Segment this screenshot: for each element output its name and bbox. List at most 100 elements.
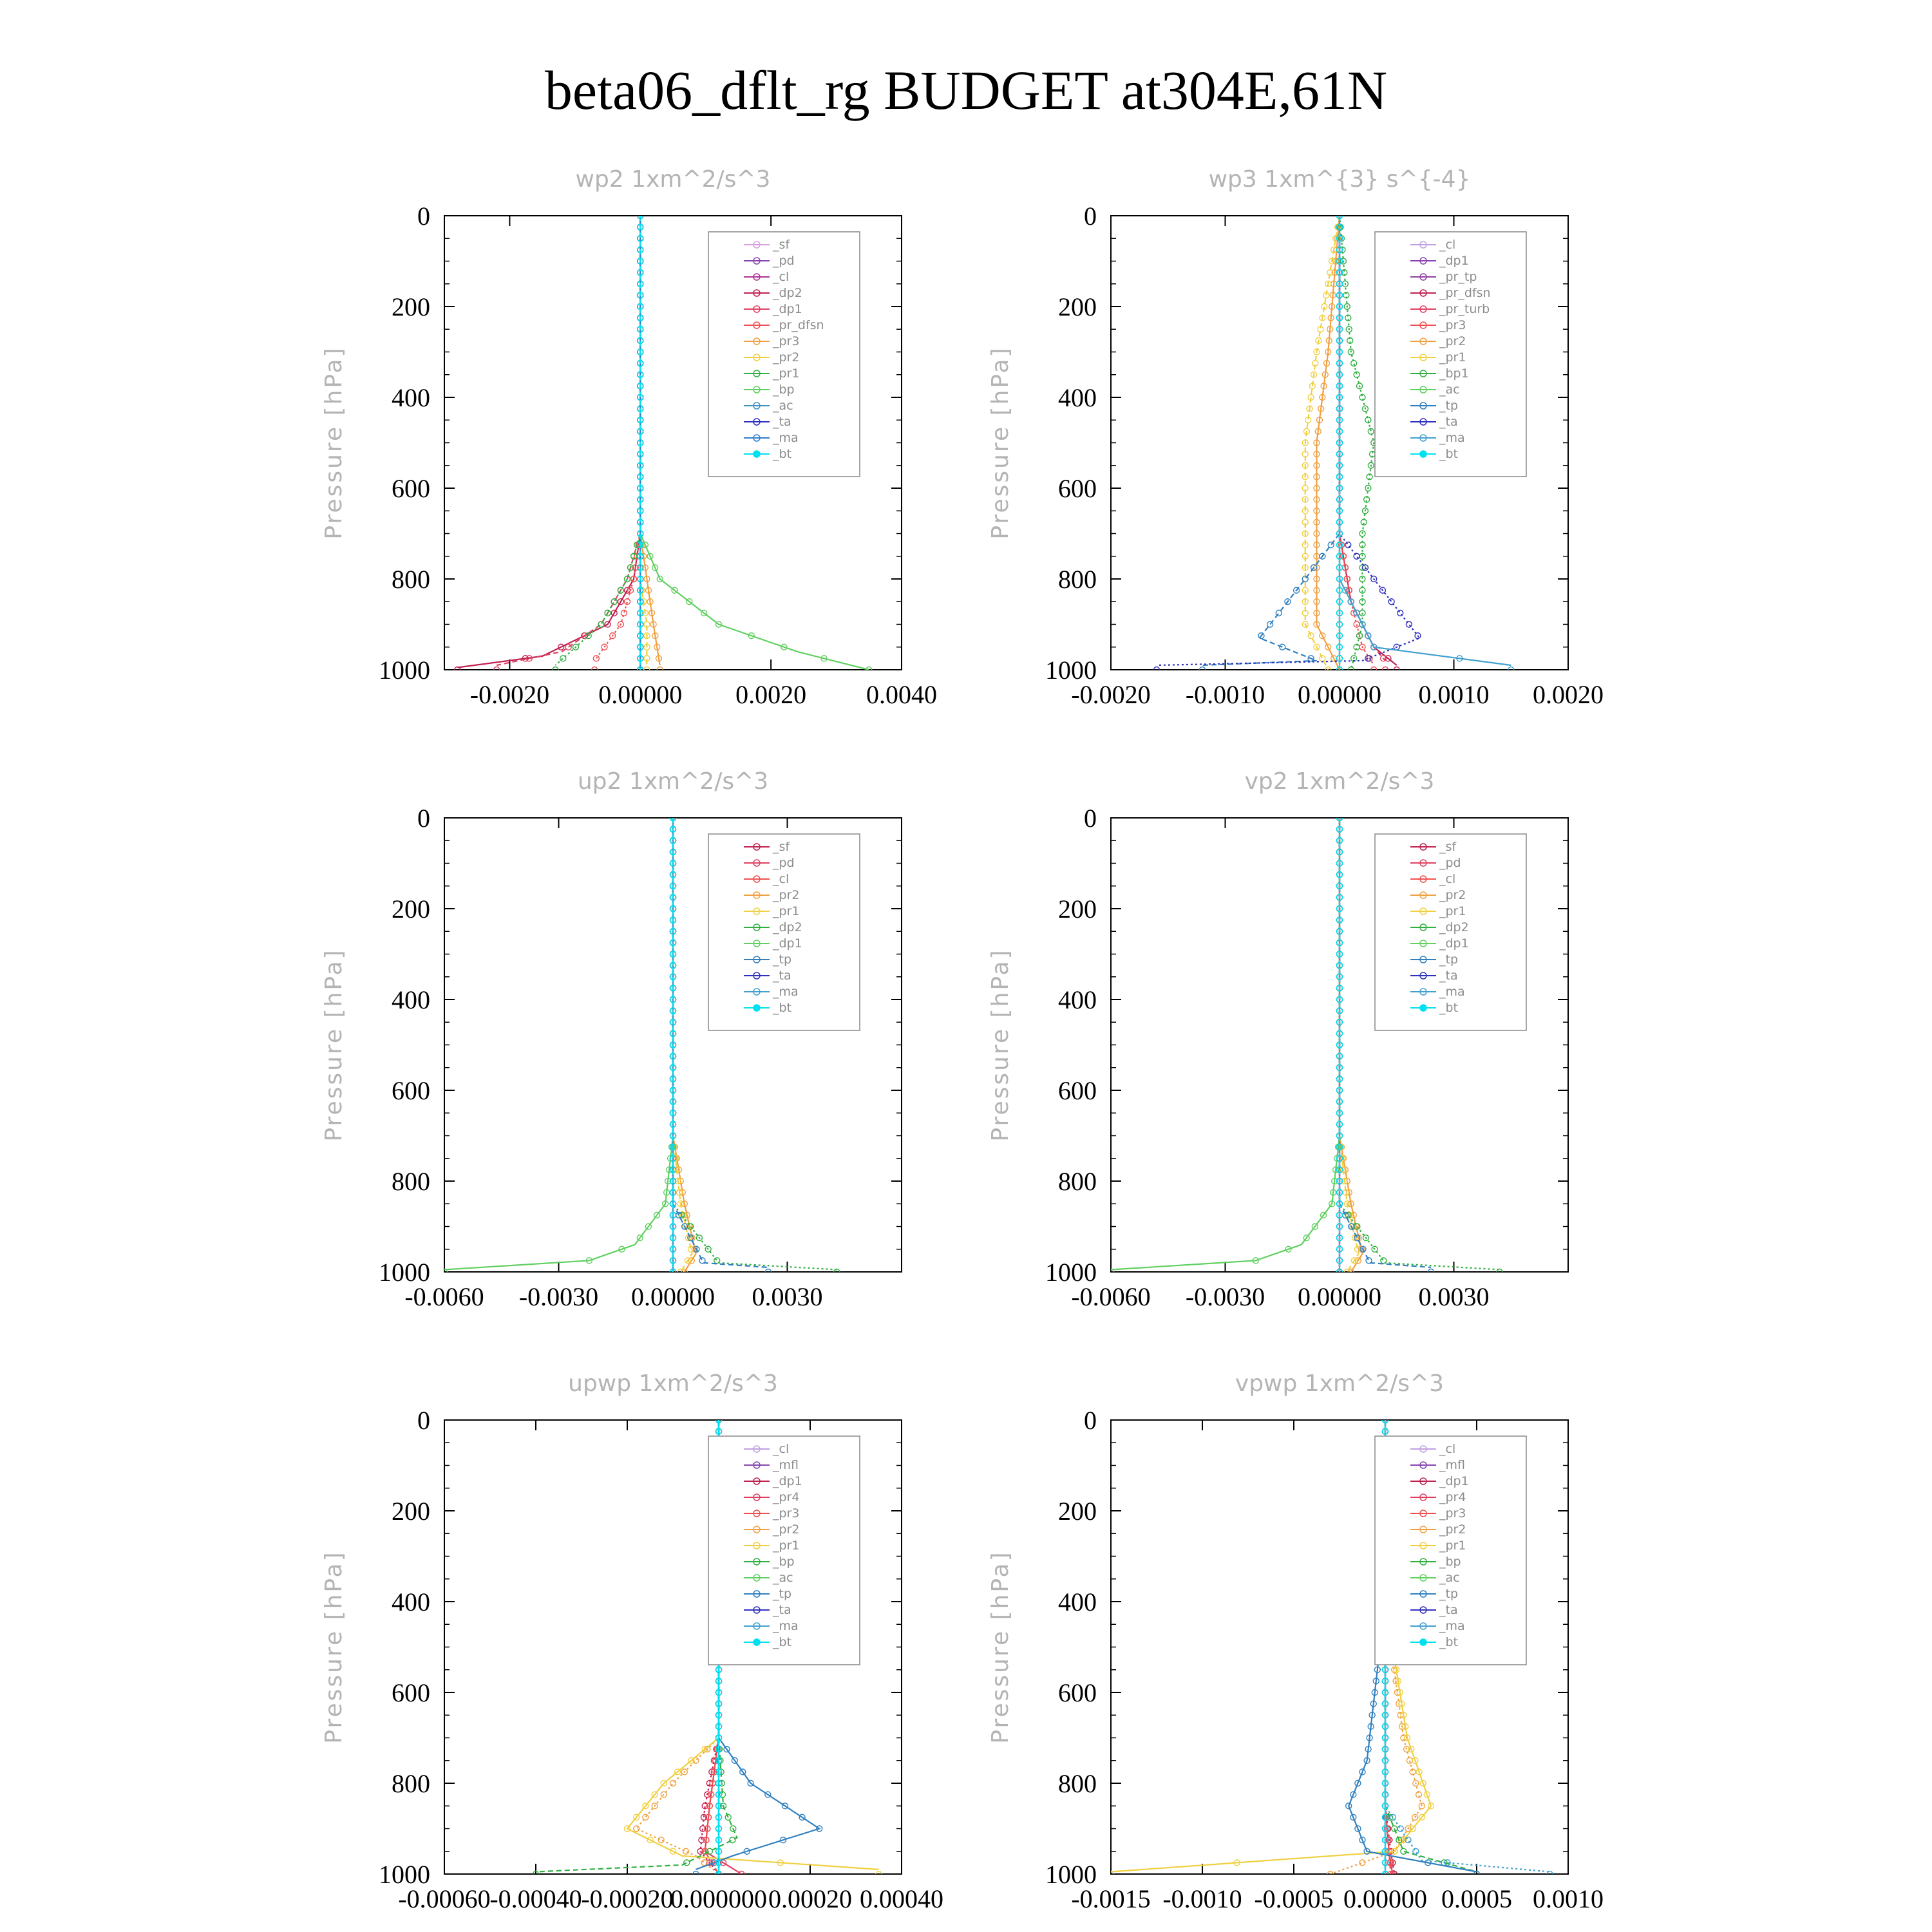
- series-point-_bt: [669, 1166, 677, 1173]
- legend-label: _pr2: [1439, 334, 1466, 348]
- series-point-_pr1: [674, 1177, 682, 1185]
- panel-title: upwp 1xm^2/s^3: [568, 1370, 778, 1397]
- series-point-_bt: [1336, 235, 1343, 242]
- legend-label: _ac: [772, 1571, 793, 1585]
- y-tick-label: 800: [392, 1769, 430, 1798]
- legend-marker: [753, 1004, 761, 1012]
- series-point-_bt: [1336, 1098, 1343, 1105]
- series-point-_dp1: [645, 1223, 652, 1230]
- series-point-_bt: [669, 916, 677, 923]
- y-tick-label: 1000: [1045, 1860, 1097, 1889]
- series-point-_pr2: [1412, 1779, 1419, 1787]
- series-point-_bt: [1336, 1200, 1343, 1208]
- legend-label: _sf: [772, 238, 790, 252]
- y-tick-label: 800: [392, 1167, 430, 1196]
- series-point-_pr1: [1400, 1836, 1407, 1844]
- series-point-_pr1: [1302, 462, 1309, 469]
- series-point-_tp: [1354, 1234, 1361, 1242]
- series-point-_bt: [1336, 1257, 1343, 1264]
- legend-marker: [1419, 370, 1427, 377]
- series-point-_bp1: [1365, 417, 1372, 424]
- series-point-_bt: [637, 598, 644, 605]
- series-point-_bt: [1381, 1700, 1389, 1707]
- series-point-_bt: [1381, 1768, 1389, 1776]
- legend-label: _cl: [1439, 238, 1455, 252]
- series-point-_bt: [715, 1734, 723, 1741]
- series-point-_bp1: [1345, 314, 1352, 321]
- y-tick-label: 800: [1058, 565, 1097, 594]
- series-point-_pr2: [1359, 1859, 1366, 1866]
- legend-label: _pr_tp: [1439, 270, 1477, 284]
- series-point-_pr1: [1304, 417, 1312, 424]
- series-point-_dp1: [665, 1166, 673, 1173]
- series-point-_pr2: [1350, 1211, 1357, 1219]
- series-point-_pr3: [645, 587, 652, 594]
- series-point-_bt: [637, 246, 644, 254]
- series-point-_tp: [1365, 1257, 1372, 1264]
- series-point-_bt: [1336, 894, 1343, 901]
- series-point-_bt: [1336, 246, 1343, 254]
- series-point-_bt: [1336, 359, 1343, 367]
- series-point-_pr3: [1370, 666, 1378, 670]
- series-point-_bp1: [1359, 553, 1366, 560]
- legend-marker: [753, 1622, 761, 1630]
- legend-label: _dp2: [772, 920, 802, 934]
- x-tick-label: 0.000000: [670, 1884, 767, 1913]
- series-point-_tp: [1374, 1666, 1381, 1673]
- series-point-_bt: [669, 973, 677, 980]
- series-point-_bp1: [1367, 428, 1375, 435]
- series-point-_bt: [1336, 348, 1343, 355]
- legend-label: _pr1: [772, 366, 799, 381]
- series-point-_tp: [764, 1791, 772, 1798]
- series-point-_dp1: [493, 666, 500, 670]
- series-point-_bt: [715, 1814, 723, 1821]
- series-point-_pr1: [1402, 1723, 1409, 1730]
- legend-label: _cl: [772, 270, 789, 284]
- series-point-_pr3: [1383, 1825, 1391, 1832]
- series-point-_bt: [1336, 1189, 1343, 1196]
- series-point-_pr1: [1302, 518, 1309, 526]
- series-point-_bt: [1336, 1019, 1343, 1026]
- series-point-_bt: [637, 337, 644, 345]
- y-axis-label: Pressure [hPa]: [321, 1550, 347, 1743]
- series-point-_bt: [715, 1803, 723, 1810]
- y-tick-label: 1000: [379, 1860, 430, 1889]
- legend-marker: [753, 859, 761, 867]
- series-point-_bt: [637, 484, 644, 492]
- series-point-_dp1: [1389, 1859, 1396, 1866]
- series-point-_tp: [1354, 1825, 1361, 1832]
- series-point-_pr2: [1327, 314, 1334, 321]
- series-point-_dp1: [565, 643, 572, 650]
- series-point-_bt: [715, 1723, 723, 1730]
- legend-marker: [753, 923, 761, 931]
- series-point-_ta: [1153, 666, 1160, 670]
- y-tick-label: 200: [1058, 1497, 1097, 1526]
- series-point-_bt: [637, 587, 644, 594]
- series-point-_bt: [1336, 1234, 1343, 1242]
- series-point-_pr3: [1340, 553, 1347, 560]
- legend-label: _ma: [1439, 1619, 1465, 1633]
- y-tick-label: 1000: [1045, 1258, 1097, 1287]
- series-point-_bt: [669, 1257, 677, 1264]
- y-tick-label: 400: [1058, 1587, 1097, 1616]
- legend-label: _tp: [772, 952, 791, 967]
- series-point-_pr2: [1321, 371, 1329, 378]
- series-point-_pr2: [1325, 337, 1332, 345]
- series-point-_bp: [683, 1859, 690, 1866]
- series-point-_tp: [1310, 564, 1318, 571]
- series-point-_tp: [723, 1745, 730, 1753]
- series-point-_pr_dfsn: [1385, 655, 1392, 662]
- series-point-_bt: [637, 507, 644, 515]
- series-point-_pr1: [1350, 1257, 1358, 1264]
- series-point-_pr2: [1354, 1257, 1362, 1264]
- series-point-_bt: [1381, 1666, 1389, 1673]
- legend-label: _bt: [772, 447, 791, 461]
- y-tick-label: 600: [1058, 1076, 1097, 1105]
- series-point-_pr1: [677, 1268, 685, 1272]
- series-point-_pr2: [1345, 1189, 1352, 1196]
- series-point-_bt: [1336, 405, 1343, 412]
- series-point-_pr2: [1313, 450, 1320, 458]
- legend-marker: [753, 843, 761, 851]
- series-point-_ma: [1353, 609, 1360, 617]
- series-point-_bt: [1336, 223, 1343, 231]
